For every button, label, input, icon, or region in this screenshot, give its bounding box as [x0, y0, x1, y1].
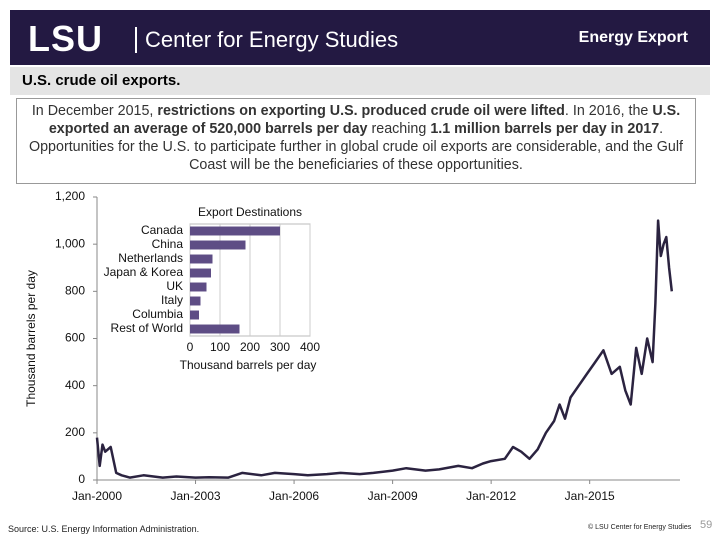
bar: [190, 240, 246, 250]
y-tick-label: 400: [65, 378, 85, 392]
paragraph-segment: 1.1 million barrels per day in 2017: [430, 121, 660, 137]
category-label: Rest of World: [111, 321, 183, 335]
category-label: Japan & Korea: [104, 265, 184, 279]
logo: LSU: [28, 18, 103, 59]
y-tick-label: 1,200: [55, 189, 85, 203]
x-tick-label: 200: [240, 340, 260, 354]
y-tick-label: 0: [78, 472, 85, 486]
inset-title: Export Destinations: [198, 205, 302, 219]
x-tick-label: Jan-2000: [72, 489, 122, 503]
section-title: Energy Export: [578, 29, 688, 46]
subtitle: U.S. crude oil exports.: [10, 67, 710, 95]
category-label: China: [152, 237, 184, 251]
bar: [190, 268, 211, 278]
y-tick-label: 200: [65, 425, 85, 439]
x-tick-label: Jan-2015: [565, 489, 615, 503]
x-tick-label: Jan-2006: [269, 489, 319, 503]
x-tick-label: 0: [187, 340, 194, 354]
category-label: UK: [166, 279, 183, 293]
category-label: Netherlands: [118, 251, 183, 265]
x-tick-label: 300: [270, 340, 290, 354]
bar: [190, 254, 213, 264]
bar: [190, 310, 199, 320]
y-tick-label: 1,000: [55, 236, 85, 250]
source: Source: U.S. Energy Information Administ…: [8, 524, 200, 534]
x-tick-label: Jan-2003: [171, 489, 221, 503]
x-tick-label: Jan-2012: [466, 489, 516, 503]
bar: [190, 324, 240, 334]
x-tick-label: 400: [300, 340, 320, 354]
category-label: Italy: [161, 293, 183, 307]
data-line: [95, 219, 674, 479]
category-label: Canada: [141, 223, 183, 237]
bar: [190, 226, 280, 236]
org-name: Center for Energy Studies: [135, 27, 398, 53]
x-tick-label: 100: [210, 340, 230, 354]
page-number: 59: [700, 519, 713, 531]
y-axis-label: Thousand barrels per day: [24, 270, 38, 407]
paragraph: In December 2015, restrictions on export…: [16, 98, 696, 184]
x-tick-label: Jan-2009: [368, 489, 418, 503]
y-tick-label: 800: [65, 284, 85, 298]
bar: [190, 282, 207, 292]
header: LSU Center for Energy Studies Energy Exp…: [10, 10, 710, 65]
paragraph-segment: . In 2016, the: [564, 103, 653, 119]
y-tick-label: 600: [65, 331, 85, 345]
paragraph-segment: . Opportunities for the U.S. to particip…: [28, 121, 684, 173]
copyright: © LSU Center for Energy Studies: [588, 524, 692, 531]
paragraph-segment: U.S. exported an average of 520,000 barr…: [48, 103, 681, 137]
paragraph-segment: In December 2015,: [31, 103, 158, 119]
paragraph-segment: reaching: [367, 121, 431, 137]
x-axis-label: Thousand barrels per day: [180, 358, 317, 372]
paragraph-segment: restrictions on exporting U.S. produced …: [157, 103, 565, 119]
category-label: Columbia: [132, 307, 183, 321]
bar: [190, 296, 201, 306]
